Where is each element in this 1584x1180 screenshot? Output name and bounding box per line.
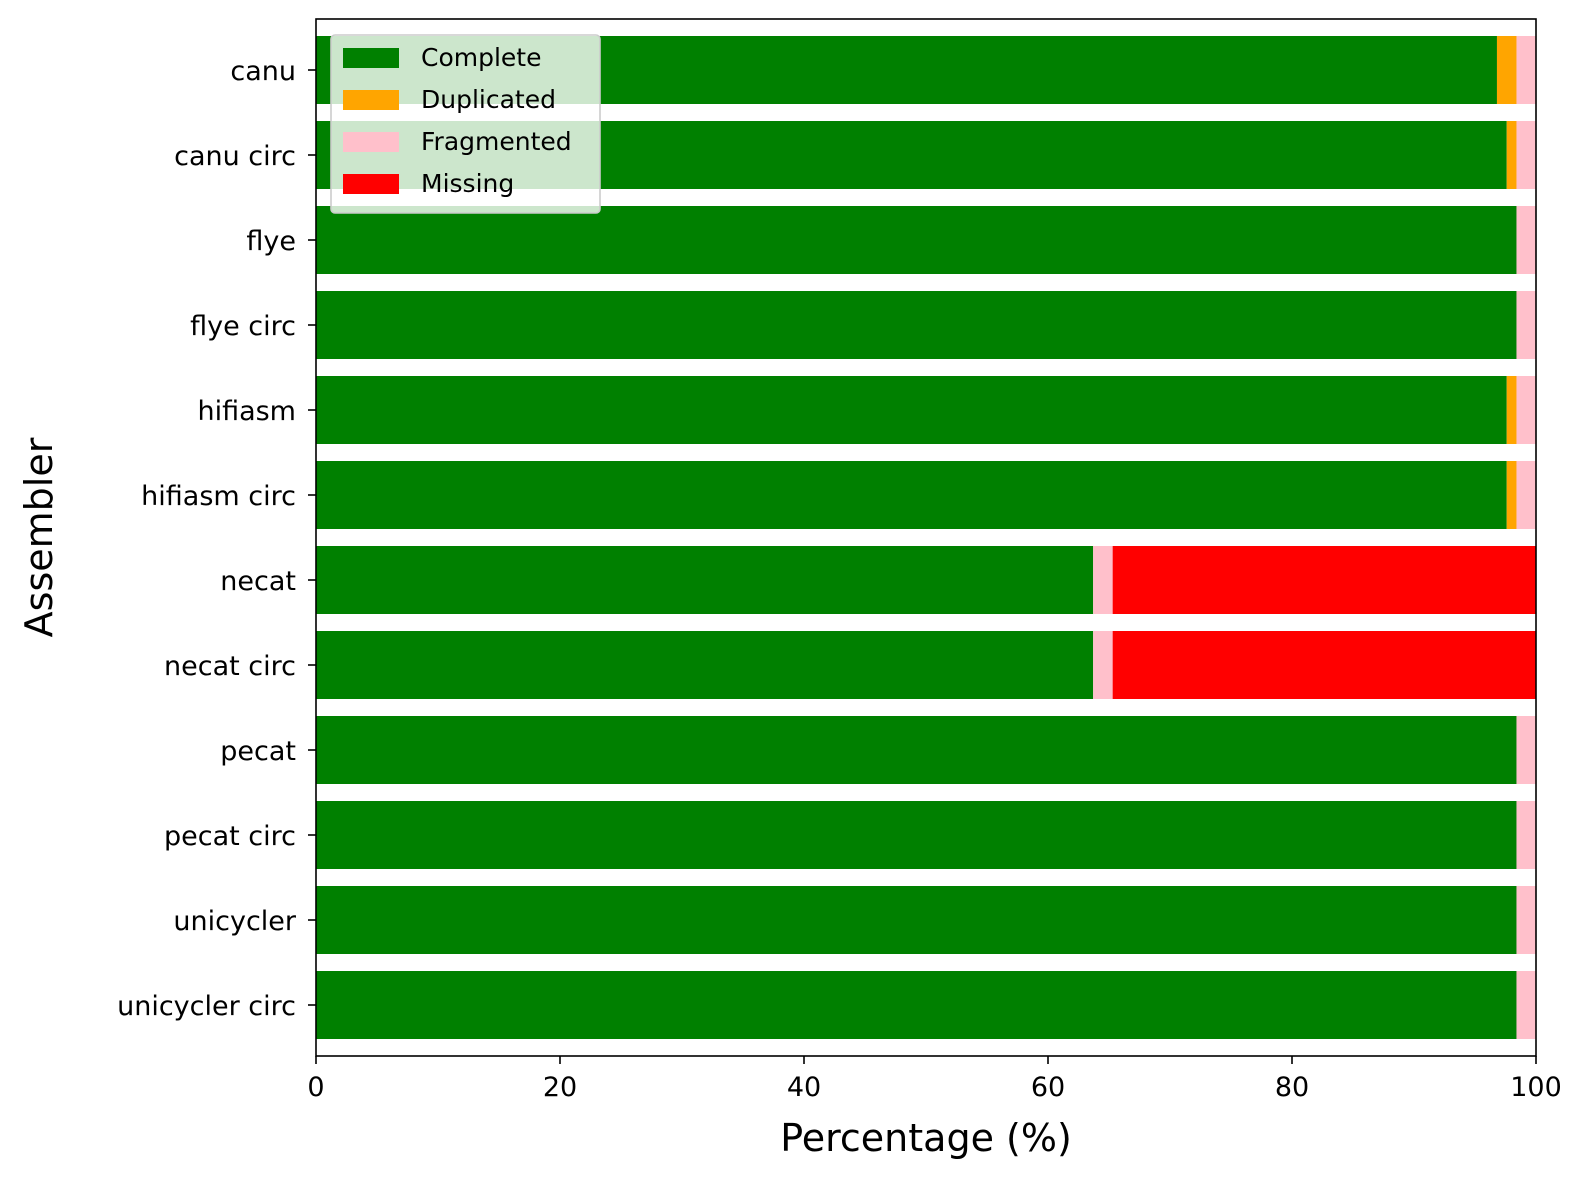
legend-swatch-complete: [343, 48, 399, 68]
bar-fragmented-8: [1516, 716, 1536, 784]
y-tick-label-8: pecat: [220, 736, 296, 767]
x-axis-title: Percentage (%): [780, 1116, 1072, 1160]
bar-duplicated-0: [1497, 36, 1517, 104]
y-tick-label-10: unicycler: [173, 906, 297, 937]
x-tick-label-0: 0: [307, 1072, 324, 1103]
bar-complete-6: [316, 546, 1093, 614]
y-tick-label-4: hifiasm: [197, 396, 296, 427]
bar-complete-3: [316, 291, 1516, 359]
x-tick-label-2: 40: [787, 1072, 821, 1103]
bar-fragmented-7: [1093, 631, 1113, 699]
x-tick-label-5: 100: [1510, 1072, 1562, 1103]
y-tick-label-2: flye: [246, 226, 296, 257]
bar-complete-9: [316, 801, 1516, 869]
y-tick-label-3: flye circ: [190, 311, 296, 342]
bar-complete-8: [316, 716, 1516, 784]
bar-fragmented-11: [1516, 971, 1536, 1039]
bar-duplicated-4: [1507, 376, 1517, 444]
bar-fragmented-5: [1516, 461, 1536, 529]
bar-fragmented-10: [1516, 886, 1536, 954]
bar-fragmented-1: [1516, 121, 1536, 189]
bar-fragmented-3: [1516, 291, 1536, 359]
legend-swatch-fragmented: [343, 132, 399, 152]
bar-missing-6: [1113, 546, 1536, 614]
x-tick-label-1: 20: [543, 1072, 577, 1103]
y-tick-label-11: unicycler circ: [117, 991, 296, 1022]
y-axis: canu canu circ flye flye circ hifiasm hifiasm…: [117, 56, 316, 1022]
bar-missing-7: [1113, 631, 1536, 699]
y-tick-label-6: necat: [220, 566, 296, 597]
bar-duplicated-1: [1507, 121, 1517, 189]
y-tick-label-7: necat circ: [164, 651, 296, 682]
bar-complete-7: [316, 631, 1093, 699]
bar-complete-10: [316, 886, 1516, 954]
x-tick-label-4: 80: [1275, 1072, 1309, 1103]
legend-swatch-duplicated: [343, 90, 399, 110]
legend: Complete Duplicated Fragmented Missing: [331, 35, 600, 213]
y-tick-label-5: hifiasm circ: [141, 481, 296, 512]
y-tick-label-0: canu: [230, 56, 296, 87]
bar-fragmented-0: [1516, 36, 1536, 104]
bar-fragmented-4: [1516, 376, 1536, 444]
y-axis-title: Assembler: [17, 437, 61, 637]
legend-label-fragmented: Fragmented: [421, 127, 572, 156]
legend-swatch-missing: [343, 174, 399, 194]
bar-fragmented-6: [1093, 546, 1113, 614]
bar-duplicated-5: [1507, 461, 1517, 529]
x-axis: 0 20 40 60 80 100: [307, 1056, 1561, 1103]
x-tick-label-3: 60: [1031, 1072, 1065, 1103]
bar-complete-2: [316, 206, 1516, 274]
bar-complete-4: [316, 376, 1507, 444]
bar-fragmented-2: [1516, 206, 1536, 274]
bar-complete-5: [316, 461, 1507, 529]
bar-fragmented-9: [1516, 801, 1536, 869]
y-tick-label-1: canu circ: [174, 141, 296, 172]
legend-label-complete: Complete: [421, 43, 541, 72]
y-tick-label-9: pecat circ: [164, 821, 296, 852]
bar-complete-11: [316, 971, 1516, 1039]
legend-label-missing: Missing: [421, 169, 514, 198]
legend-label-duplicated: Duplicated: [421, 85, 556, 114]
